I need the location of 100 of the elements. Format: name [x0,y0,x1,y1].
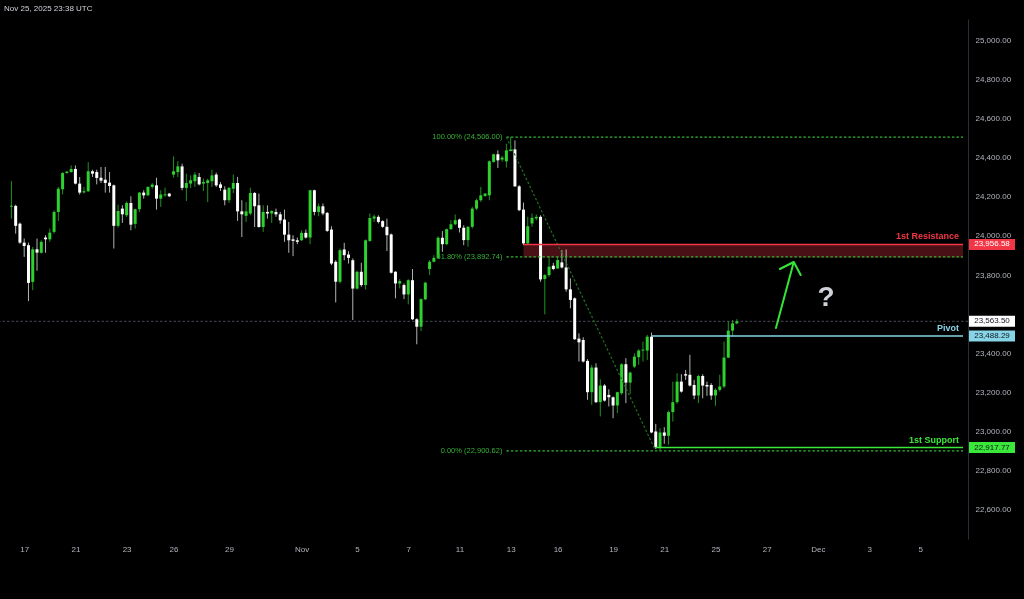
candlestick [283,209,287,243]
chart-title: Nov 25, 2025 23:38 UTC [4,4,93,13]
candlestick [598,378,602,417]
y-tick-label: 24,200.00 [975,192,1012,202]
x-tick-label: Dec [811,544,826,554]
candlestick [210,169,214,188]
candlestick [69,164,73,174]
candlestick [671,381,675,423]
candlestick [470,206,474,230]
x-tick-label: 21 [660,544,670,554]
candlestick [129,195,133,231]
candlestick [526,216,530,246]
candlestick [564,248,568,293]
ref-line-label: 23,563.50 [974,316,1011,326]
data-label: 23,956.58 [974,239,1011,249]
x-tick-label: 27 [762,544,773,554]
candlestick [688,354,692,388]
x-tick-label: 19 [609,544,619,554]
candlestick [423,281,427,301]
x-tick-label: 26 [169,544,180,554]
x-tick-label: 16 [553,544,564,554]
y-tick-label: 24,400.00 [975,153,1012,163]
candlestick [624,357,628,404]
candlestick [372,213,376,223]
candlestick [257,193,261,229]
candlestick [265,204,269,220]
candlestick [312,189,316,216]
candlestick [611,395,615,419]
candlestick [248,187,252,216]
annotation: ? [817,281,835,312]
candlestick [517,184,521,212]
candlestick [163,187,167,198]
candlestick [193,171,197,188]
candlestick [641,341,645,362]
data-label: 22,917.77 [974,442,1011,452]
candlestick [52,209,56,235]
candlestick [86,161,90,193]
candlestick [385,218,389,252]
candlestick [406,278,410,305]
candlestick [240,199,244,238]
candlestick [103,166,107,194]
candlestick [679,373,683,394]
x-tick-label: 5 [355,544,361,554]
candlestick [180,163,184,191]
candlestick [99,166,103,184]
x-tick-label: 3 [867,544,873,554]
y-tick-label: 22,600.00 [975,505,1012,515]
candlestick [261,204,265,233]
candlestick [291,234,295,257]
y-tick-label: 24,000.00 [975,231,1012,241]
x-tick-label: 29 [225,544,235,554]
candlestick [440,230,444,253]
y-tick-label: 25,000.00 [975,36,1012,45]
candlestick [206,178,210,203]
x-tick-label: 13 [506,544,517,554]
candlestick [645,334,649,361]
candlestick [61,171,65,195]
x-tick-label: Nov [294,544,310,554]
candlestick [658,427,662,452]
candlestick [184,173,188,202]
candlestick [701,373,705,399]
candlestick [496,149,500,169]
candlestick [543,273,547,315]
candlestick [462,224,466,246]
x-tick-label: 5 [918,544,924,554]
y-tick-label: 23,200.00 [975,387,1012,397]
candlestick [692,379,696,400]
y-tick-label: 23,800.00 [975,270,1012,280]
candlestick [9,180,13,220]
candlestick [547,255,551,278]
candlestick [137,191,141,213]
series-label: 1st Resistance [895,231,959,242]
line-series [505,136,657,452]
candlestick [628,370,632,395]
candlestick [355,270,359,291]
candlestick [581,336,585,363]
y-tick-label: 23,400.00 [975,348,1012,358]
x-tick-label: 7 [406,544,412,554]
candlestick [223,185,227,206]
candlestick [466,225,470,248]
candlestick [172,155,176,179]
candlestick [560,249,564,269]
candlestick [253,191,257,228]
candlestick [116,204,120,229]
x-tick-label: 11 [455,544,465,554]
candlestick [35,238,39,272]
candlestick [696,374,700,404]
candlestick [415,317,419,345]
data-label: 23,488.29 [974,331,1011,341]
y-tick-label: 23,000.00 [975,426,1012,436]
candlestick [154,177,158,211]
candlestick [675,372,679,405]
candlestick [667,410,671,446]
x-tick-label: 17 [20,544,30,554]
candlestick [56,186,60,222]
y-tick-label: 24,800.00 [975,75,1012,85]
candlestick [359,262,363,288]
y-tick-label: 24,600.00 [975,114,1012,124]
y-tick-label: 22,800.00 [975,466,1012,476]
series-label: Pivot [936,323,959,334]
